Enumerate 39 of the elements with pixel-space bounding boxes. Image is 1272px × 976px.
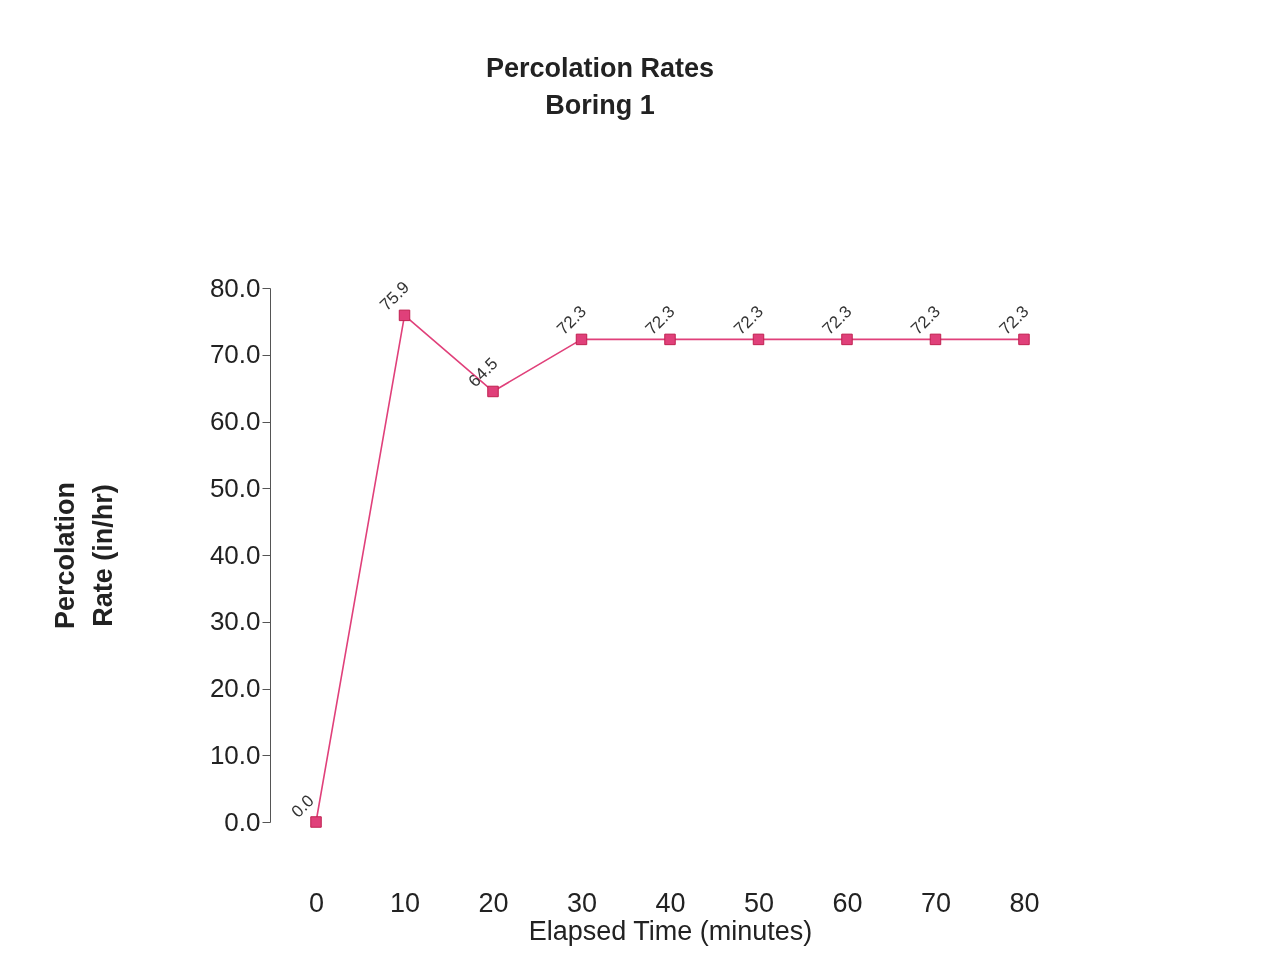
y-tick-label: 50.0 — [209, 472, 261, 503]
point — [575, 333, 588, 346]
data-label: 72.3 — [553, 301, 591, 339]
y-tick-label: 40.0 — [209, 539, 261, 570]
y-tick-label: 20.0 — [209, 673, 261, 703]
y-axis-title: Percolation Rate (in/hr) — [49, 481, 118, 630]
y-tick-label: 30.0 — [209, 606, 261, 637]
y-tick-label: 0.0 — [224, 806, 261, 837]
x-tick-label: 30 — [566, 887, 598, 918]
x-tick-label: 50 — [743, 887, 775, 918]
y-tick-label: 10.0 — [209, 739, 261, 770]
point — [310, 816, 322, 828]
x-tick-label: 10 — [389, 887, 421, 918]
data-label: 72.3 — [907, 301, 945, 339]
chart-subtitle: Boring 1 — [545, 90, 655, 120]
point — [487, 385, 499, 398]
point — [1018, 333, 1030, 346]
x-tick-label: 70 — [920, 887, 952, 918]
y-tick-label: 70.0 — [209, 339, 261, 370]
data-label: 72.3 — [730, 301, 768, 339]
data-label: 72.3 — [995, 301, 1033, 339]
x-axis-title: Elapsed Time (minutes) — [528, 915, 813, 946]
point — [929, 333, 942, 346]
x-tick-label: 40 — [655, 887, 686, 918]
chart-title: Percolation Rates — [485, 53, 715, 83]
x-tick-label: 0 — [309, 887, 325, 918]
data-label: 72.3 — [641, 301, 679, 339]
data-label: 0.0 — [287, 791, 318, 822]
data-label: 75.9 — [376, 277, 414, 315]
point — [664, 333, 676, 346]
x-tick-label: 20 — [478, 887, 509, 918]
data-label: 72.3 — [818, 301, 856, 339]
x-tick-label: 80 — [1009, 887, 1040, 918]
x-tick-label: 60 — [832, 887, 863, 918]
point — [398, 309, 411, 322]
point — [752, 333, 765, 346]
y-tick-label: 60.0 — [209, 406, 261, 436]
y-tick-label: 80.0 — [209, 272, 261, 303]
point — [841, 333, 853, 346]
